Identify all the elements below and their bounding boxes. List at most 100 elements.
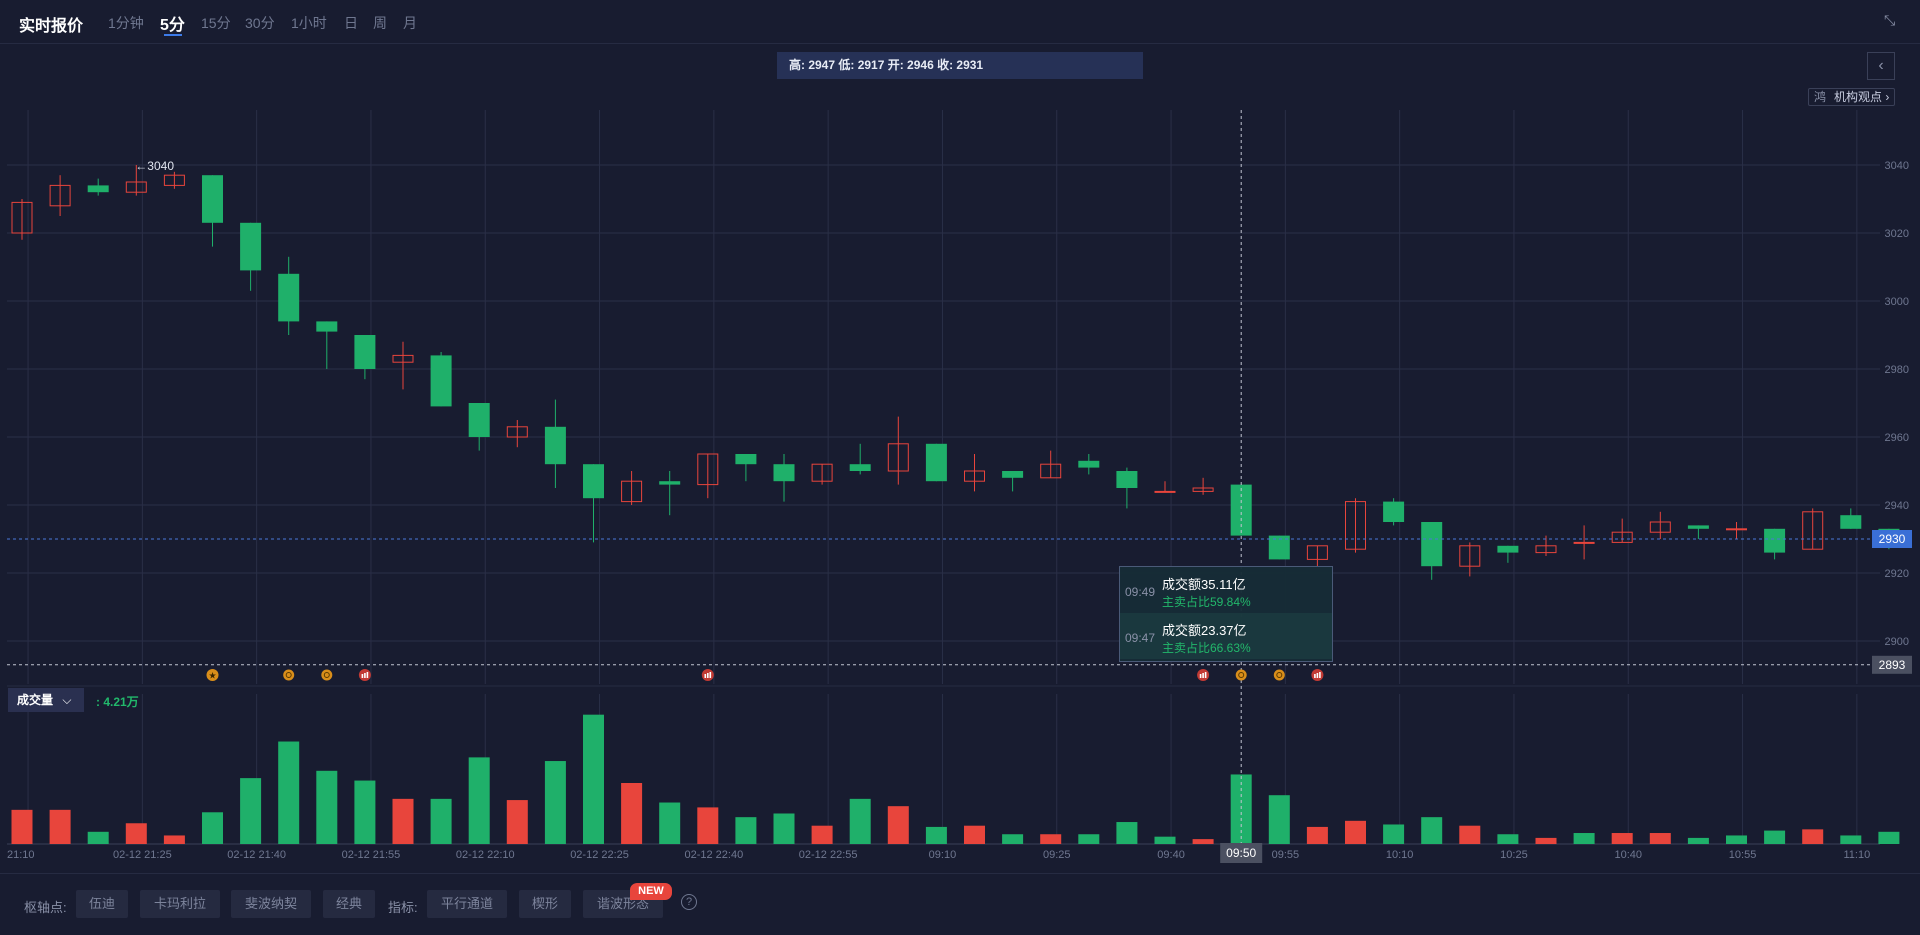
candle-body	[1154, 490, 1176, 493]
volume-bar	[1687, 837, 1709, 844]
volume-bar	[1192, 839, 1214, 844]
candle-body	[1573, 541, 1595, 544]
candle-body	[1840, 515, 1862, 529]
x-tick-label: 02-12 22:55	[799, 849, 858, 861]
tooltip-time: 09:47	[1125, 631, 1156, 645]
coin-marker-icon	[283, 669, 295, 681]
y-tick-label: 2900	[1885, 636, 1909, 648]
volume-bar	[11, 809, 33, 844]
candle-body	[354, 335, 376, 369]
candle-body	[887, 443, 909, 472]
y-tick-label: 2960	[1885, 432, 1909, 444]
new-badge: NEW	[630, 883, 672, 900]
y-tick-label: 2920	[1885, 568, 1909, 580]
volume-bar	[49, 809, 71, 844]
candle-body	[697, 453, 719, 486]
bars-marker-bar	[1204, 672, 1207, 678]
volume-bar	[1840, 835, 1862, 844]
candle-body	[163, 174, 185, 186]
volume-bar	[544, 761, 566, 844]
volume-bar	[1230, 774, 1252, 844]
candle-body	[659, 481, 681, 485]
candle-body	[544, 426, 566, 465]
candle-body	[773, 464, 795, 482]
volume-bar	[887, 806, 909, 844]
tooltip-time: 09:49	[1125, 585, 1156, 599]
pivot-woodie-button[interactable]: 伍迪	[76, 890, 128, 918]
crosshair-price-label: 2893	[1879, 658, 1906, 672]
timeframe-tab-30m[interactable]: 30分	[245, 15, 275, 31]
bars-marker-bar	[1319, 672, 1321, 678]
volume-bar	[240, 778, 262, 844]
candle-body	[1116, 471, 1138, 488]
candle-body	[1497, 545, 1519, 553]
candle-body	[1802, 511, 1824, 550]
timeframe-tab-month[interactable]: 月	[403, 15, 417, 31]
volume-bar	[87, 831, 109, 844]
chevron-down-icon: ⌵	[62, 693, 72, 707]
candle-body	[1268, 535, 1290, 560]
timeframe-tab-1m[interactable]: 1分钟	[108, 15, 144, 31]
bars-marker-bar	[361, 674, 364, 678]
minimize-icon[interactable]: ⤡	[1884, 12, 1896, 28]
candle-body	[849, 464, 871, 471]
x-tick-label: 11:10	[1843, 849, 1870, 861]
candle-body	[11, 201, 33, 234]
timeframe-tab-1h[interactable]: 1小时	[291, 15, 327, 31]
institution-opinion-button[interactable]: 鸿机构观点 ›	[1808, 88, 1896, 106]
x-tick-label: 10:55	[1729, 849, 1757, 861]
volume-bar	[1154, 836, 1176, 844]
bars-marker-bar	[1202, 673, 1204, 678]
volume-bar	[1383, 824, 1405, 844]
pivot-fibonacci-button[interactable]: 斐波纳契	[231, 890, 311, 918]
candle-body	[1726, 528, 1747, 531]
volume-indicator-select[interactable]: 成交量 ⌵	[8, 688, 84, 712]
timeframe-tab-day[interactable]: 日	[344, 15, 358, 31]
x-tick-label: 02-12 21:40	[227, 849, 286, 861]
candle-body	[1535, 545, 1557, 554]
timeframe-tab-week[interactable]: 周	[373, 15, 387, 31]
page-title: 实时报价	[19, 18, 84, 35]
volume-bar	[1306, 826, 1328, 844]
star-glyph: ★	[208, 672, 216, 682]
candle-body	[430, 355, 452, 407]
pivot-classic-button[interactable]: 经典	[323, 890, 375, 918]
y-tick-label: 3020	[1885, 228, 1909, 240]
parallel-channel-button[interactable]: 平行通道	[427, 890, 507, 918]
volume-bar	[1535, 837, 1557, 844]
x-tick-label: 09:10	[929, 849, 957, 861]
x-tick-label: 02-12 21:25	[113, 849, 172, 861]
volume-bar	[1421, 817, 1443, 844]
bars-marker-bar	[1199, 674, 1202, 678]
volume-bar	[1573, 833, 1595, 844]
bars-marker-bar	[364, 673, 366, 678]
tooltip-amount: 成交额23.37亿	[1162, 623, 1247, 638]
timeframe-tab-15m[interactable]: 15分	[201, 15, 231, 31]
x-tick-label: 02-12 21:55	[342, 849, 401, 861]
y-tick-label: 2980	[1885, 364, 1909, 376]
volume-bar	[1802, 829, 1824, 844]
volume-bar	[964, 825, 985, 844]
active-tab-indicator	[164, 34, 182, 36]
volume-bar	[1764, 830, 1786, 844]
help-icon[interactable]: ?	[681, 894, 697, 910]
candle-body	[1764, 528, 1786, 553]
collapse-panel-button[interactable]: ‹	[1867, 52, 1895, 80]
pivot-camarilla-button[interactable]: 卡玛利拉	[140, 890, 220, 918]
candle-body	[468, 403, 490, 437]
tooltip-ratio: 主卖占比66.63%	[1162, 641, 1251, 655]
volume-value: : 4.21万	[96, 695, 139, 709]
y-tick-label: 2940	[1885, 500, 1909, 512]
wedge-button[interactable]: 楔形	[519, 890, 571, 918]
candle-body	[240, 222, 262, 271]
candle-body	[392, 354, 414, 363]
volume-bar	[125, 823, 147, 844]
volume-bar	[1345, 820, 1366, 844]
coin-marker-icon	[1235, 669, 1247, 681]
candle-body	[583, 464, 604, 499]
timeframe-tab-5m[interactable]: 5分	[160, 17, 185, 34]
x-tick-label: 10:10	[1386, 849, 1414, 861]
volume-bar	[1002, 834, 1024, 844]
y-tick-label: 3040	[1885, 160, 1909, 172]
